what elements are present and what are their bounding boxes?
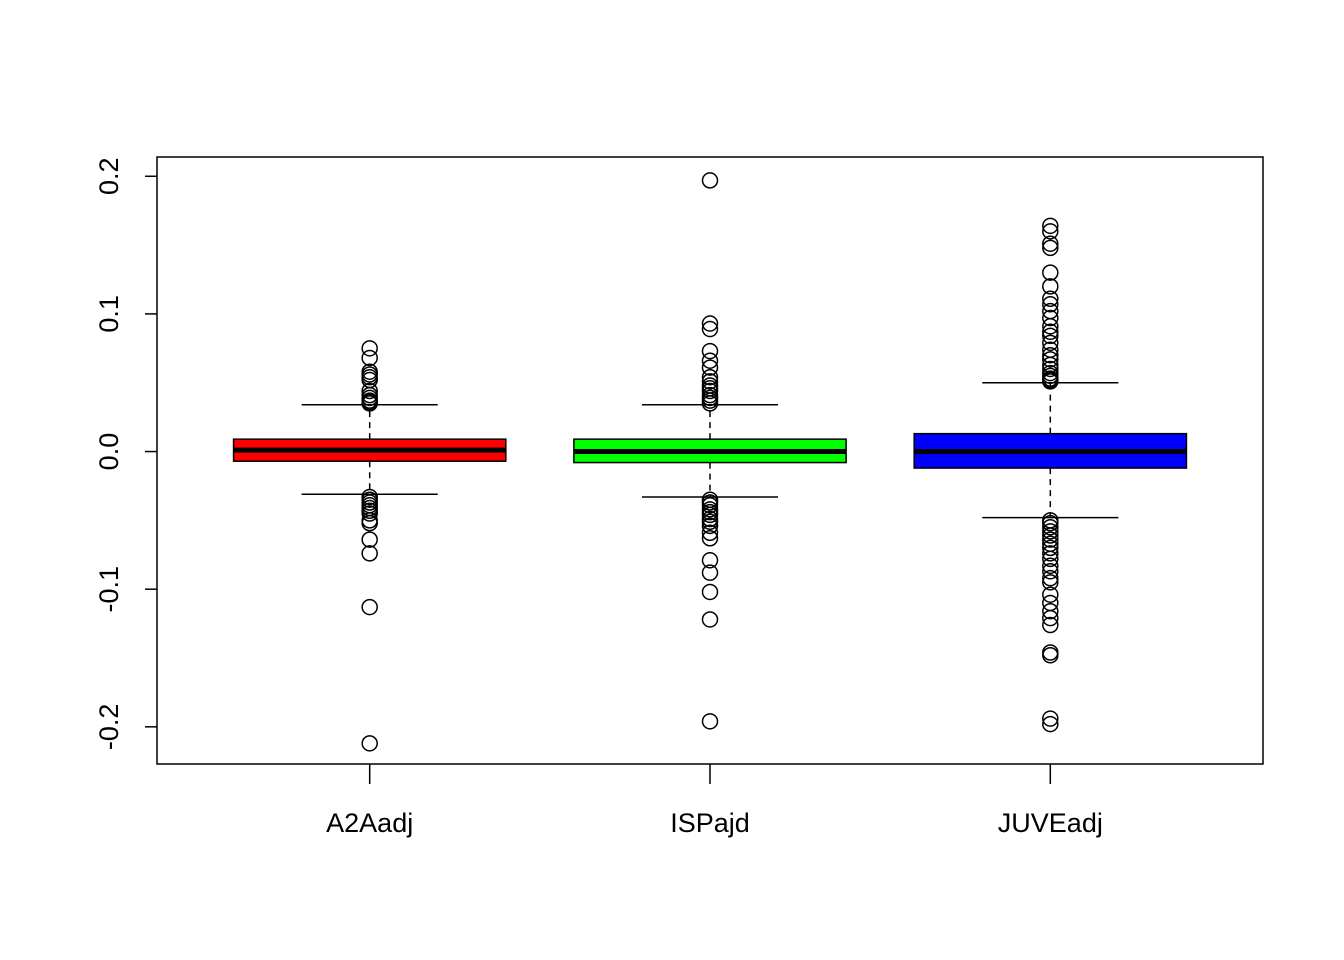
outlier-point	[1042, 569, 1059, 587]
outlier-point	[361, 395, 378, 412]
y-tick-label: 0.1	[94, 295, 124, 333]
outlier-point	[1042, 550, 1059, 568]
outlier-point	[701, 368, 719, 386]
outlier-point	[1042, 715, 1059, 733]
x-tick-label: A2Aadj	[326, 808, 413, 838]
outlier-point	[361, 382, 378, 400]
outlier-point	[1042, 531, 1059, 548]
x-tick-label: JUVEadj	[998, 808, 1103, 838]
outlier-point	[1042, 545, 1059, 562]
outlier-point	[1042, 334, 1059, 352]
box-group-juveadj	[913, 217, 1188, 733]
outlier-point	[1042, 602, 1059, 620]
outlier-point	[1042, 290, 1059, 308]
outlier-point	[361, 340, 378, 357]
outlier-point	[1042, 519, 1059, 536]
outlier-point	[701, 552, 719, 569]
outlier-point	[1042, 514, 1059, 532]
outlier-point	[701, 395, 719, 412]
x-axis: A2Aadj ISPajd JUVEadj	[326, 764, 1103, 838]
outlier-point	[1042, 647, 1059, 664]
outlier-point	[1042, 373, 1059, 390]
outlier-point	[701, 517, 719, 535]
outlier-point	[701, 172, 719, 189]
box-group-a2aadj	[232, 340, 507, 752]
outlier-point	[1042, 346, 1059, 364]
outlier-point	[1042, 527, 1059, 544]
y-tick-label: 0.0	[94, 433, 124, 471]
outlier-point	[1042, 239, 1059, 257]
outlier-point	[361, 514, 378, 532]
outlier-point	[1042, 309, 1059, 327]
outlier-point	[361, 505, 378, 522]
outlier-point	[1042, 217, 1059, 235]
x-tick-label: ISPajd	[670, 808, 750, 838]
outlier-point	[701, 359, 719, 376]
box-group-ispajd	[573, 172, 847, 730]
outlier-point	[701, 496, 719, 514]
outlier-point	[701, 382, 719, 400]
y-axis: -0.2 -0.1 0.0 0.1 0.2	[94, 157, 157, 750]
outlier-point	[361, 349, 378, 367]
outlier-point	[1042, 351, 1059, 368]
outlier-point	[1042, 539, 1059, 557]
outlier-point	[361, 545, 378, 562]
outlier-point	[1042, 318, 1059, 335]
outlier-point	[1042, 523, 1059, 540]
outlier-point	[1042, 327, 1059, 345]
outlier-point	[1042, 616, 1059, 634]
outlier-point	[1042, 574, 1059, 591]
outlier-point	[701, 506, 719, 524]
outlier-point	[701, 611, 719, 628]
outlier-point	[701, 320, 719, 338]
y-tick-label: -0.2	[94, 704, 124, 751]
outlier-point	[1042, 563, 1059, 580]
outlier-point	[701, 564, 719, 581]
y-tick-label: 0.2	[94, 157, 124, 195]
outlier-point	[701, 530, 719, 547]
outlier-point	[1042, 235, 1059, 252]
outlier-point	[701, 315, 719, 332]
outlier-point	[1042, 264, 1059, 281]
outlier-point	[701, 352, 719, 369]
outlier-point	[1042, 323, 1059, 341]
outlier-point	[1042, 609, 1059, 627]
outlier-point	[701, 713, 719, 730]
boxes	[232, 172, 1188, 752]
outlier-point	[1042, 278, 1059, 295]
outlier-point	[1042, 223, 1059, 240]
outlier-point	[701, 373, 719, 390]
outlier-point	[1042, 586, 1059, 603]
outlier-point	[701, 342, 719, 360]
outlier-point	[361, 531, 378, 548]
outlier-point	[1042, 594, 1059, 612]
outlier-point	[1042, 296, 1059, 313]
outlier-point	[361, 598, 378, 616]
outlier-point	[1042, 557, 1059, 575]
outlier-point	[701, 583, 719, 601]
outlier-point	[1042, 710, 1059, 727]
y-tick-label: -0.1	[94, 566, 124, 613]
outlier-point	[701, 524, 719, 542]
outlier-point	[1042, 360, 1059, 378]
outlier-point	[701, 513, 719, 531]
outlier-point	[361, 735, 378, 752]
